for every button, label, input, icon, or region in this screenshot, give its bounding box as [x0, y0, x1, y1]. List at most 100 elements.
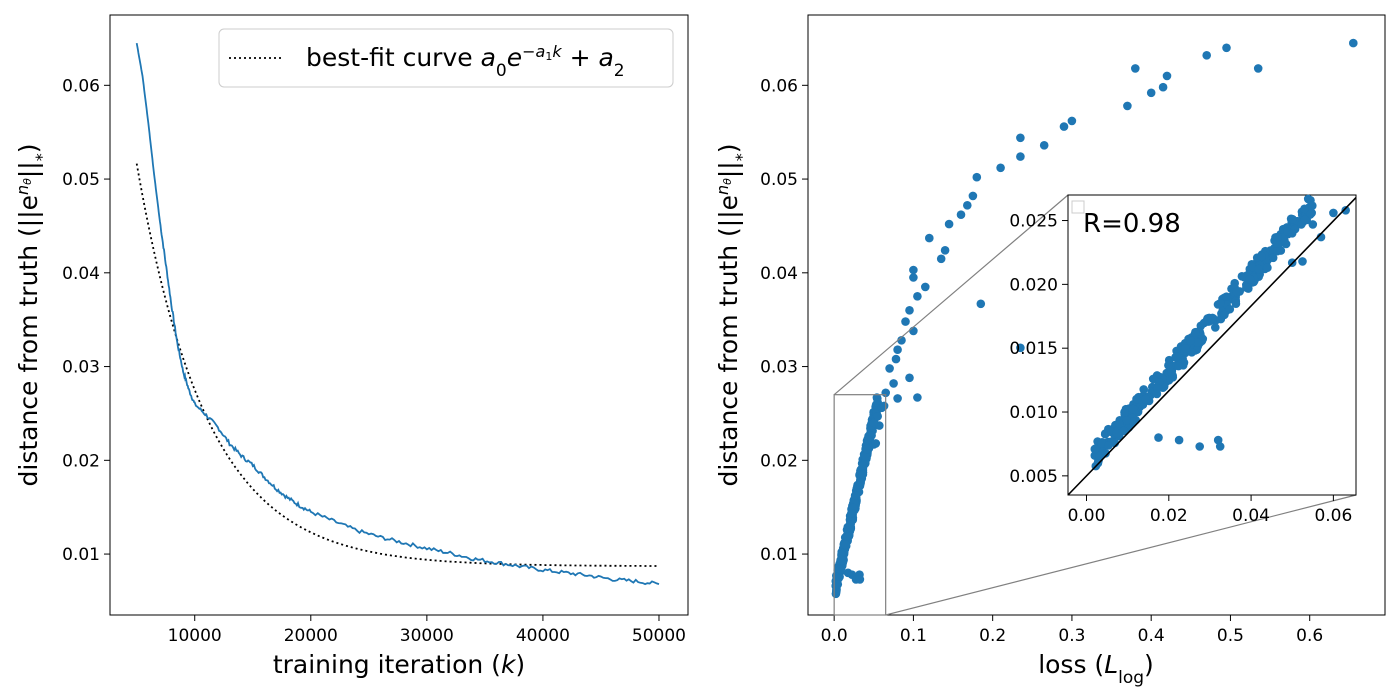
- legend-box: [218, 28, 674, 88]
- inset-scatter-point: [1119, 426, 1129, 436]
- scatter-point: [871, 439, 881, 448]
- scatter-point: [925, 233, 934, 243]
- scatter-point: [1222, 43, 1231, 53]
- inset-scatter-point: [1120, 407, 1129, 417]
- inset-scatter-point: [1308, 220, 1318, 229]
- right-chart: 0.0 0.1 0.2 0.3 0.4 0.5 0.6 0.010.020.030.040.…: [713, 14, 1386, 688]
- inset-scatter-point: [1232, 287, 1241, 297]
- scatter-point: [869, 418, 879, 428]
- y-tick-label: 0.01: [62, 545, 100, 565]
- inset-scatter-point: [1257, 251, 1266, 261]
- inset-scatter-point: [1164, 361, 1173, 370]
- inset-x-tick-label: 0.04: [1232, 506, 1270, 526]
- inset-chart: R=0.98 0.00 0.02 0.04 0.06 0.0050.0100.0150…: [1009, 194, 1357, 526]
- inset-scatter-point: [1132, 394, 1141, 404]
- scatter-point: [944, 219, 954, 229]
- inset-annotation: R=0.98: [1083, 209, 1181, 239]
- scatter-point: [835, 565, 845, 574]
- inset-scatter-point: [1199, 318, 1209, 328]
- y-tick-label: 0.03: [62, 358, 100, 378]
- inset-scatter-point: [1167, 367, 1176, 377]
- x-tick-label: 0.2: [979, 626, 1006, 646]
- inset-scatter-point: [1273, 239, 1282, 249]
- scatter-point: [873, 412, 882, 421]
- scatter-point: [843, 532, 853, 541]
- inset-scatter-point: [1225, 304, 1235, 314]
- svg-text:distance from truth (||enθ||*): distance from truth (||enθ||*): [713, 143, 751, 486]
- inset-x-tick-label: 0.06: [1314, 506, 1352, 526]
- inset-scatter-point: [1187, 348, 1197, 357]
- scatter-point: [863, 444, 872, 454]
- best-fit-curve-line: [135, 163, 659, 567]
- scatter-point: [1202, 51, 1211, 60]
- legend: best-fit curve a0e−a1k + a2: [218, 28, 674, 88]
- inset-scatter-point: [1231, 299, 1241, 309]
- y-tick-label: 0.01: [760, 545, 798, 565]
- scatter-point: [909, 265, 918, 275]
- x-tick-label: 10000: [168, 626, 222, 646]
- scatter-point: [956, 210, 966, 219]
- scatter-point: [1146, 88, 1156, 98]
- left-axes-frame: [109, 14, 689, 616]
- inset-scatter-point: [1298, 257, 1307, 266]
- inset-scatter-point: [1222, 292, 1231, 302]
- inset-y-tick-label: 0.025: [1009, 212, 1058, 232]
- scatter-point: [858, 461, 868, 471]
- inset-scatter-point: [1300, 215, 1310, 224]
- inset-scatter-point: [1153, 384, 1163, 393]
- inset-y-tick-label: 0.015: [1009, 339, 1058, 359]
- scatter-point: [889, 379, 898, 388]
- scatter-point: [905, 373, 914, 383]
- inset-empty-legend-box: [1071, 200, 1085, 214]
- scatter-point: [976, 299, 986, 309]
- scatter-point: [863, 435, 873, 445]
- left-y-ticks: 0.01 0.02 0.03 0.04 0.05 0.06: [62, 76, 110, 565]
- inset-scatter-point: [1139, 385, 1148, 394]
- y-tick-label: 0.06: [62, 76, 100, 96]
- scatter-point: [893, 345, 902, 355]
- scatter-point: [1039, 141, 1049, 150]
- inset-scatter-point: [1263, 263, 1272, 273]
- scatter-point: [831, 589, 841, 599]
- inset-scatter-point: [1288, 214, 1297, 224]
- scatter-point: [905, 306, 914, 315]
- scatter-point: [968, 191, 978, 201]
- right-scatter-points: [831, 38, 1358, 599]
- inset-scatter-point: [1191, 327, 1200, 337]
- scatter-point: [855, 575, 865, 584]
- scatter-point: [879, 401, 889, 411]
- inset-scatter-point: [1172, 352, 1181, 361]
- inset-fit-line: [1067, 196, 1357, 496]
- scatter-point: [1059, 122, 1069, 131]
- inset-scatter-point: [1090, 444, 1100, 454]
- scatter-point: [847, 508, 856, 518]
- inset-scatter-point: [1193, 338, 1202, 347]
- inset-scatter-point: [1154, 433, 1163, 442]
- inset-scatter-point: [1245, 274, 1255, 284]
- right-x-axis-label: loss (Llog): [1038, 650, 1154, 688]
- scatter-point: [963, 201, 972, 210]
- x-tick-label: 0.4: [1138, 626, 1165, 646]
- left-y-axis-label: distance from truth (||enθ||*): [13, 143, 51, 486]
- scatter-point: [996, 163, 1005, 173]
- scatter-point: [1131, 64, 1140, 73]
- inset-scatter-point: [1220, 310, 1229, 320]
- scatter-point: [885, 364, 894, 373]
- scatter-point: [1067, 116, 1077, 126]
- x-tick-label: 50000: [632, 626, 686, 646]
- inset-scatter-point: [1216, 298, 1225, 308]
- y-tick-label: 0.03: [760, 358, 798, 378]
- left-x-ticks: 10000 20000 30000 40000 50000: [168, 615, 686, 646]
- scatter-point: [897, 336, 906, 345]
- inset-scatter-point: [1341, 206, 1350, 215]
- y-tick-label: 0.04: [62, 264, 100, 284]
- right-y-axis-label: distance from truth (||enθ||*): [713, 143, 751, 486]
- right-y-ticks: 0.01 0.02 0.03 0.04 0.05 0.06: [760, 76, 808, 565]
- inset-y-tick-label: 0.020: [1009, 275, 1058, 295]
- scatter-point: [913, 393, 922, 402]
- scatter-point: [837, 555, 847, 565]
- scatter-point: [972, 172, 982, 182]
- inset-scatter-point: [1276, 246, 1286, 255]
- inset-scatter-point: [1181, 344, 1190, 353]
- inset-x-ticks: 0.00 0.02 0.04 0.06: [1068, 495, 1352, 526]
